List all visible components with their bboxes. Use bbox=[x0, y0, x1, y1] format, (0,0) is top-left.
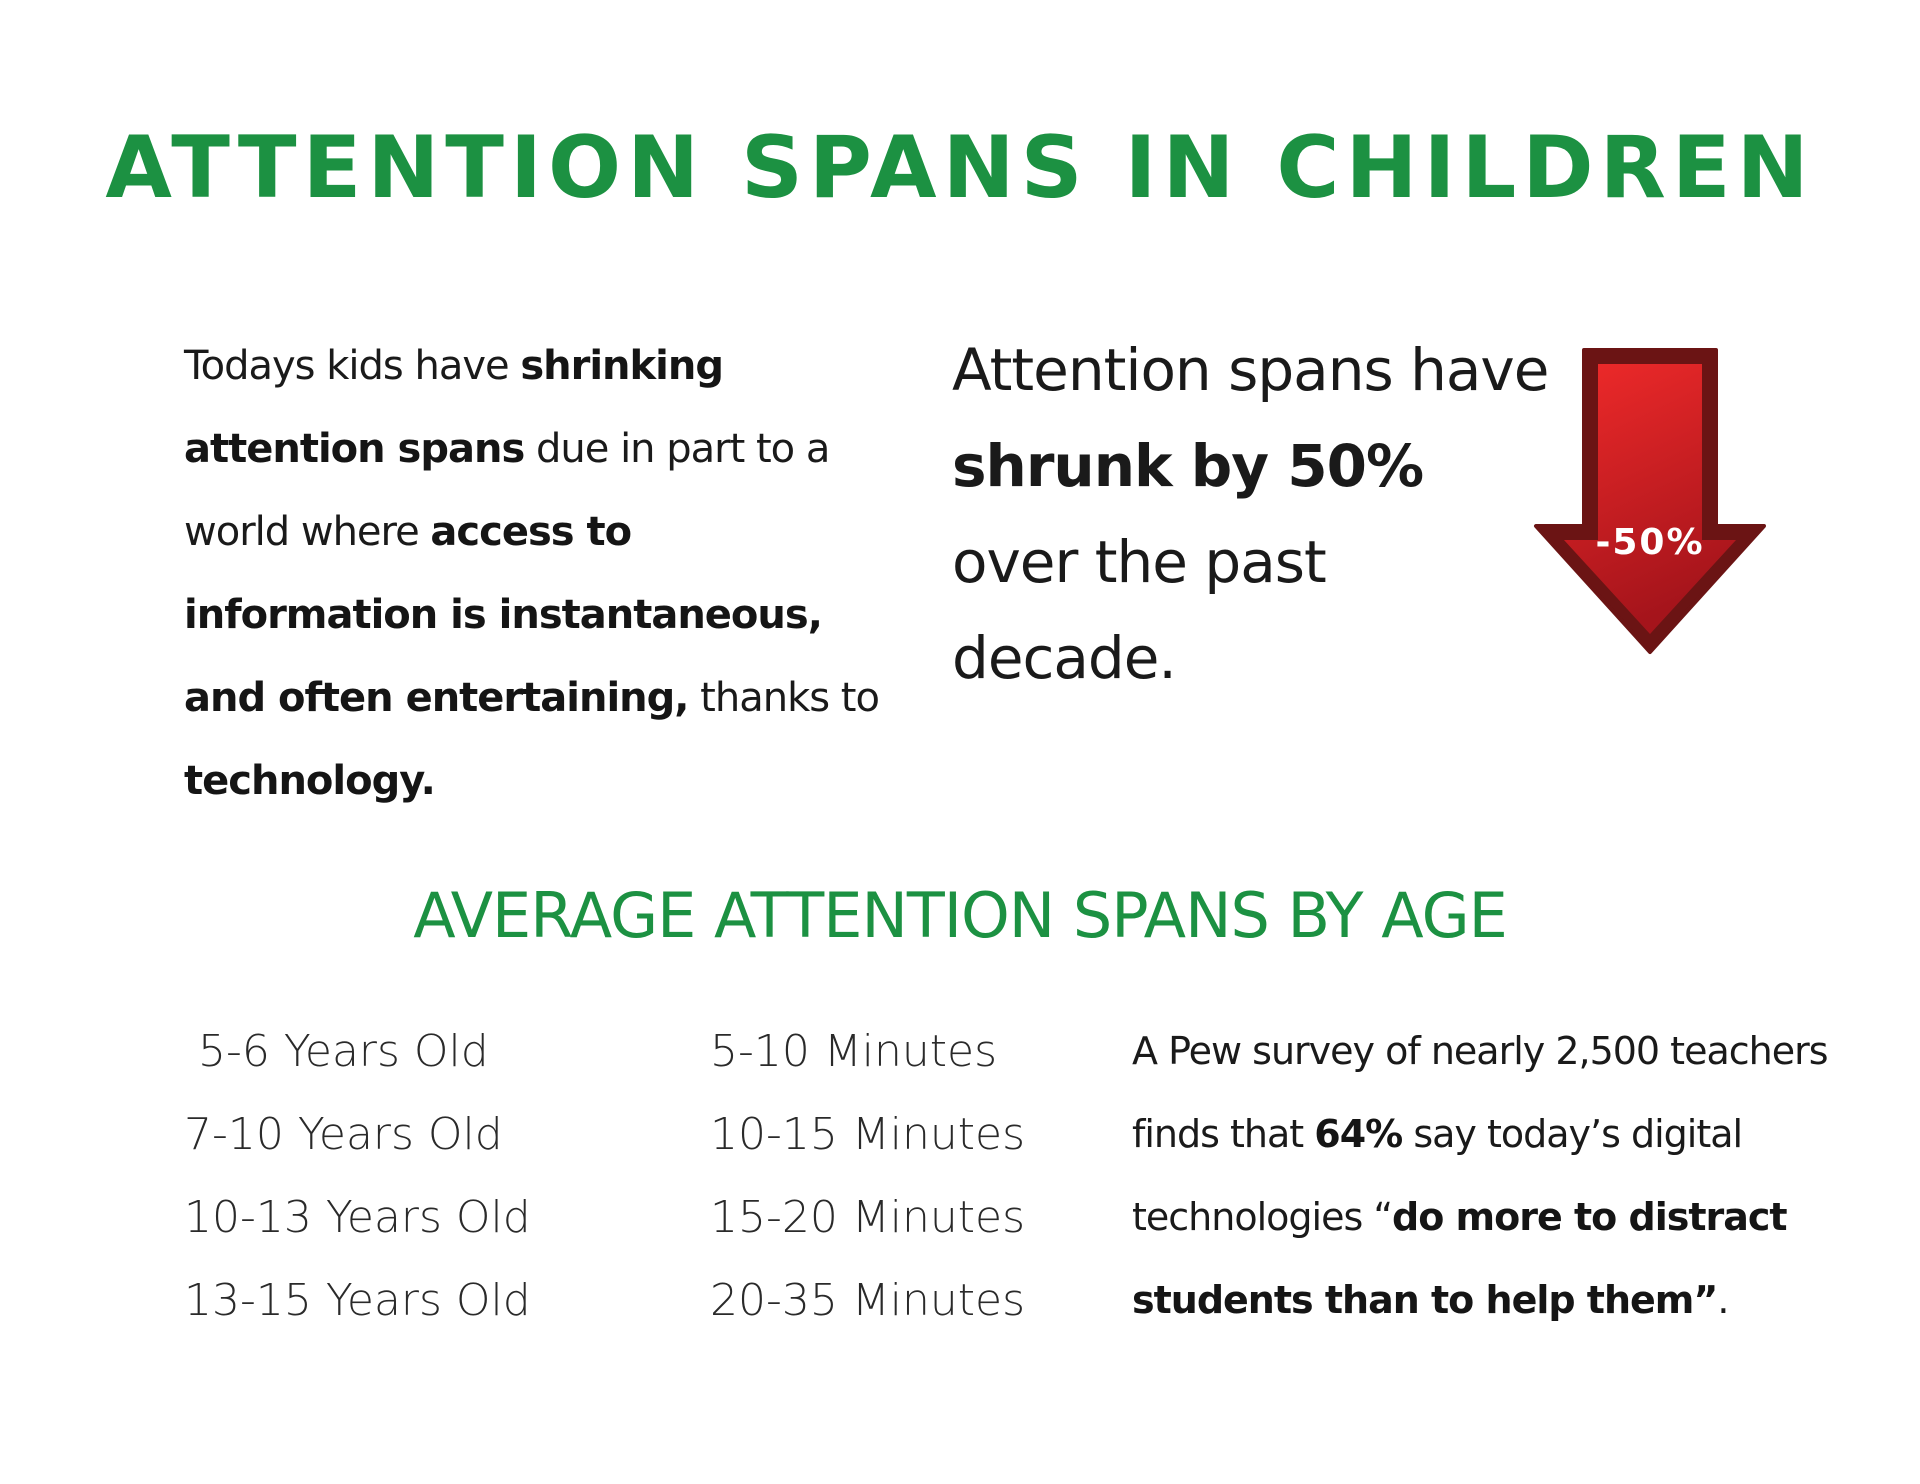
age-column: 5-6 Years Old 7-10 Years Old 10-13 Years… bbox=[184, 1010, 531, 1342]
intro-text-3: thanks to bbox=[688, 675, 880, 721]
intro-bold-1: shrinking attention spans bbox=[184, 343, 724, 472]
age-row: 13-15 Years Old bbox=[184, 1275, 531, 1326]
intro-text-2: due in part to a world where bbox=[184, 426, 830, 555]
minutes-row: 15-20 Minutes bbox=[710, 1192, 1026, 1243]
age-row: 10-13 Years Old bbox=[184, 1192, 531, 1243]
intro-bold-3: technology. bbox=[184, 758, 436, 804]
pew-text-2: say today’s digital technologies “ bbox=[1132, 1112, 1743, 1239]
section-subtitle: AVERAGE ATTENTION SPANS BY AGE bbox=[413, 879, 1508, 952]
minutes-column: 5-10 Minutes 10-15 Minutes 15-20 Minutes… bbox=[710, 1010, 1025, 1342]
age-row: 7-10 Years Old bbox=[184, 1109, 503, 1160]
page-title: ATTENTION SPANS IN CHILDREN bbox=[105, 118, 1815, 218]
stat-statement: Attention spans have shrunk by 50% over … bbox=[952, 322, 1552, 706]
minutes-row: 20-35 Minutes bbox=[710, 1275, 1026, 1326]
stat-bold: shrunk by 50% bbox=[952, 432, 1424, 500]
pew-text-1: A Pew survey of nearly 2,500 teachers fi… bbox=[1132, 1029, 1829, 1156]
minutes-row: 10-15 Minutes bbox=[710, 1109, 1026, 1160]
intro-paragraph: Todays kids have shrinking attention spa… bbox=[184, 325, 884, 823]
age-row: 5-6 Years Old bbox=[198, 1026, 489, 1077]
pew-bold-1: 64% bbox=[1314, 1112, 1403, 1156]
pew-text-3: . bbox=[1717, 1278, 1729, 1322]
intro-text-1: Todays kids have bbox=[184, 343, 521, 389]
stat-text-2: over the past decade. bbox=[952, 528, 1327, 692]
minutes-row: 5-10 Minutes bbox=[710, 1026, 998, 1077]
pew-survey-paragraph: A Pew survey of nearly 2,500 teachers fi… bbox=[1132, 1010, 1832, 1342]
pew-bold-2: do more to distract students than to hel… bbox=[1132, 1195, 1788, 1322]
stat-text-1: Attention spans have bbox=[952, 336, 1549, 404]
intro-bold-2: access to information is instantaneous, … bbox=[184, 509, 823, 721]
down-arrow-icon bbox=[1534, 348, 1766, 654]
arrow-label: -50% bbox=[1595, 522, 1705, 563]
